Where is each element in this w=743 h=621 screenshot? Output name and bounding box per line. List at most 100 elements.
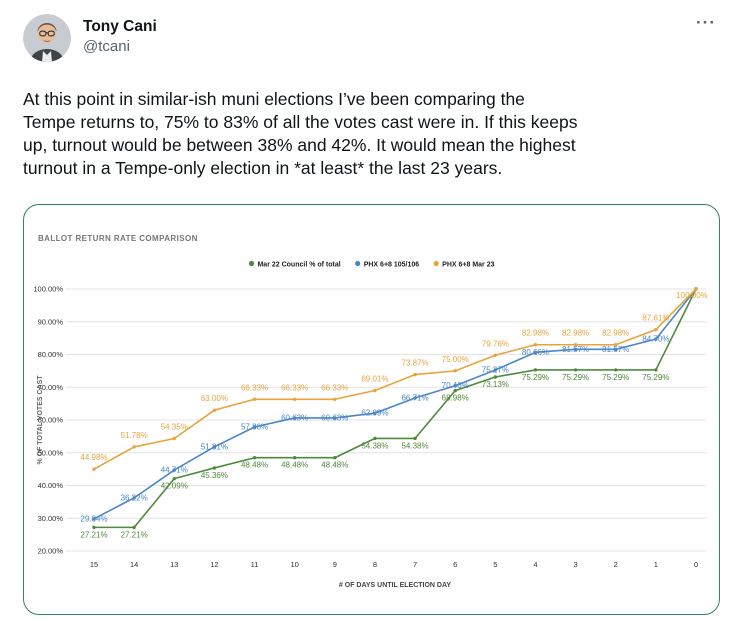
data-point — [172, 468, 176, 472]
data-label: 27.21% — [121, 530, 148, 539]
data-point — [212, 466, 217, 470]
data-label: 84.70% — [642, 335, 669, 344]
avatar-image — [23, 14, 71, 62]
data-label: 75.00% — [442, 355, 469, 364]
data-point — [614, 347, 618, 352]
x-tick-label: 7 — [413, 560, 417, 569]
legend-label: PHX 6+8 105/106 — [364, 262, 420, 269]
data-label: 80.66% — [522, 348, 549, 357]
tweet-header: Tony Cani @tcani ··· — [23, 14, 720, 62]
data-point — [333, 456, 337, 460]
data-label: 57.86% — [241, 423, 268, 432]
data-label: 60.63% — [281, 413, 308, 422]
data-label: 29.84% — [80, 514, 107, 523]
data-point — [252, 397, 257, 401]
data-point — [533, 343, 538, 347]
x-tick-label: 6 — [453, 560, 457, 569]
chart-card[interactable]: BALLOT RETURN RATE COMPARISON 20.00% 30.00… — [23, 204, 720, 615]
data-point — [292, 397, 297, 401]
data-point — [333, 397, 337, 401]
legend-label: PHX 6+8 Mar 23 — [442, 262, 494, 269]
data-label: 48.48% — [281, 461, 308, 470]
data-label: 82.98% — [602, 329, 629, 338]
y-tick-label: 100.00% — [33, 285, 63, 294]
data-point — [573, 368, 578, 372]
legend-dot — [433, 260, 439, 267]
x-tick-label: 5 — [493, 560, 497, 569]
x-tick-label: 12 — [210, 560, 218, 569]
data-point — [493, 375, 498, 379]
author-name[interactable]: Tony Cani — [83, 18, 157, 35]
data-label: 54.38% — [401, 441, 428, 450]
data-point — [212, 408, 217, 412]
data-point — [333, 416, 337, 420]
x-tick-label: 2 — [614, 560, 618, 569]
data-label: 66.33% — [241, 383, 268, 392]
data-label: 79.76% — [482, 339, 509, 348]
data-point — [172, 476, 176, 481]
x-tick-label: 1 — [654, 560, 658, 569]
data-label: 81.57% — [562, 345, 589, 354]
x-tick-label: 10 — [290, 560, 298, 569]
data-point — [252, 456, 257, 460]
y-tick-label: 80.00% — [38, 350, 64, 359]
ballot-return-chart: BALLOT RETURN RATE COMPARISON 20.00% 30.00… — [33, 234, 708, 589]
data-label: 48.48% — [241, 461, 268, 470]
legend-dot — [355, 260, 361, 267]
data-point — [533, 368, 538, 372]
data-label: 54.38% — [361, 441, 388, 450]
data-label: 60.63% — [321, 413, 348, 422]
legend-dot — [248, 260, 255, 267]
x-tick-label: 4 — [533, 560, 537, 569]
data-label: 70.46% — [442, 381, 469, 390]
avatar[interactable] — [23, 14, 71, 62]
data-point — [694, 287, 698, 291]
data-point — [132, 445, 136, 449]
data-label: 45.36% — [201, 471, 228, 480]
data-point — [92, 467, 96, 471]
data-point — [533, 350, 538, 355]
data-point — [92, 525, 96, 530]
y-tick-label: 20.00% — [38, 547, 64, 556]
more-options-icon[interactable]: ··· — [696, 13, 716, 32]
x-tick-label: 13 — [170, 560, 178, 569]
y-tick-label: 50.00% — [38, 448, 64, 457]
data-label: 100.00% — [676, 291, 708, 300]
data-point — [373, 411, 377, 415]
tweet-text: At this point in similar-ish muni electi… — [23, 89, 578, 178]
author-handle[interactable]: @tcani — [83, 38, 130, 55]
data-label: 36.22% — [121, 493, 148, 502]
y-tick-label: 70.00% — [38, 383, 64, 392]
data-label: 73.13% — [482, 380, 509, 389]
data-label: 81.57% — [602, 345, 629, 354]
data-label: 75.29% — [642, 373, 669, 382]
data-point — [172, 436, 176, 441]
data-label: 62.09% — [361, 409, 388, 418]
data-point — [614, 368, 618, 372]
data-point — [252, 425, 257, 429]
data-point — [493, 368, 498, 372]
data-label: 87.61% — [642, 314, 669, 323]
data-label: 44.98% — [80, 453, 107, 462]
data-point — [654, 368, 658, 372]
data-point — [573, 347, 578, 352]
x-tick-label: 11 — [251, 560, 259, 569]
y-tick-label: 40.00% — [38, 481, 64, 490]
data-label: 66.33% — [321, 383, 348, 392]
x-tick-label: 9 — [333, 560, 337, 569]
data-point — [493, 353, 498, 357]
chart-legend: Mar 22 Council % of total PHX 6+8 105/106… — [248, 260, 495, 269]
x-tick-label: 8 — [373, 560, 377, 569]
y-tick-label: 90.00% — [38, 317, 64, 326]
data-point — [413, 436, 417, 441]
data-label: 69.01% — [361, 374, 388, 383]
data-point — [292, 416, 297, 420]
data-point — [654, 337, 658, 341]
data-point — [132, 496, 136, 500]
series-line — [93, 288, 697, 470]
data-label: 51.81% — [201, 442, 228, 451]
series-line — [94, 288, 697, 529]
x-tick-label: 15 — [90, 560, 98, 569]
data-label: 51.78% — [121, 431, 148, 440]
